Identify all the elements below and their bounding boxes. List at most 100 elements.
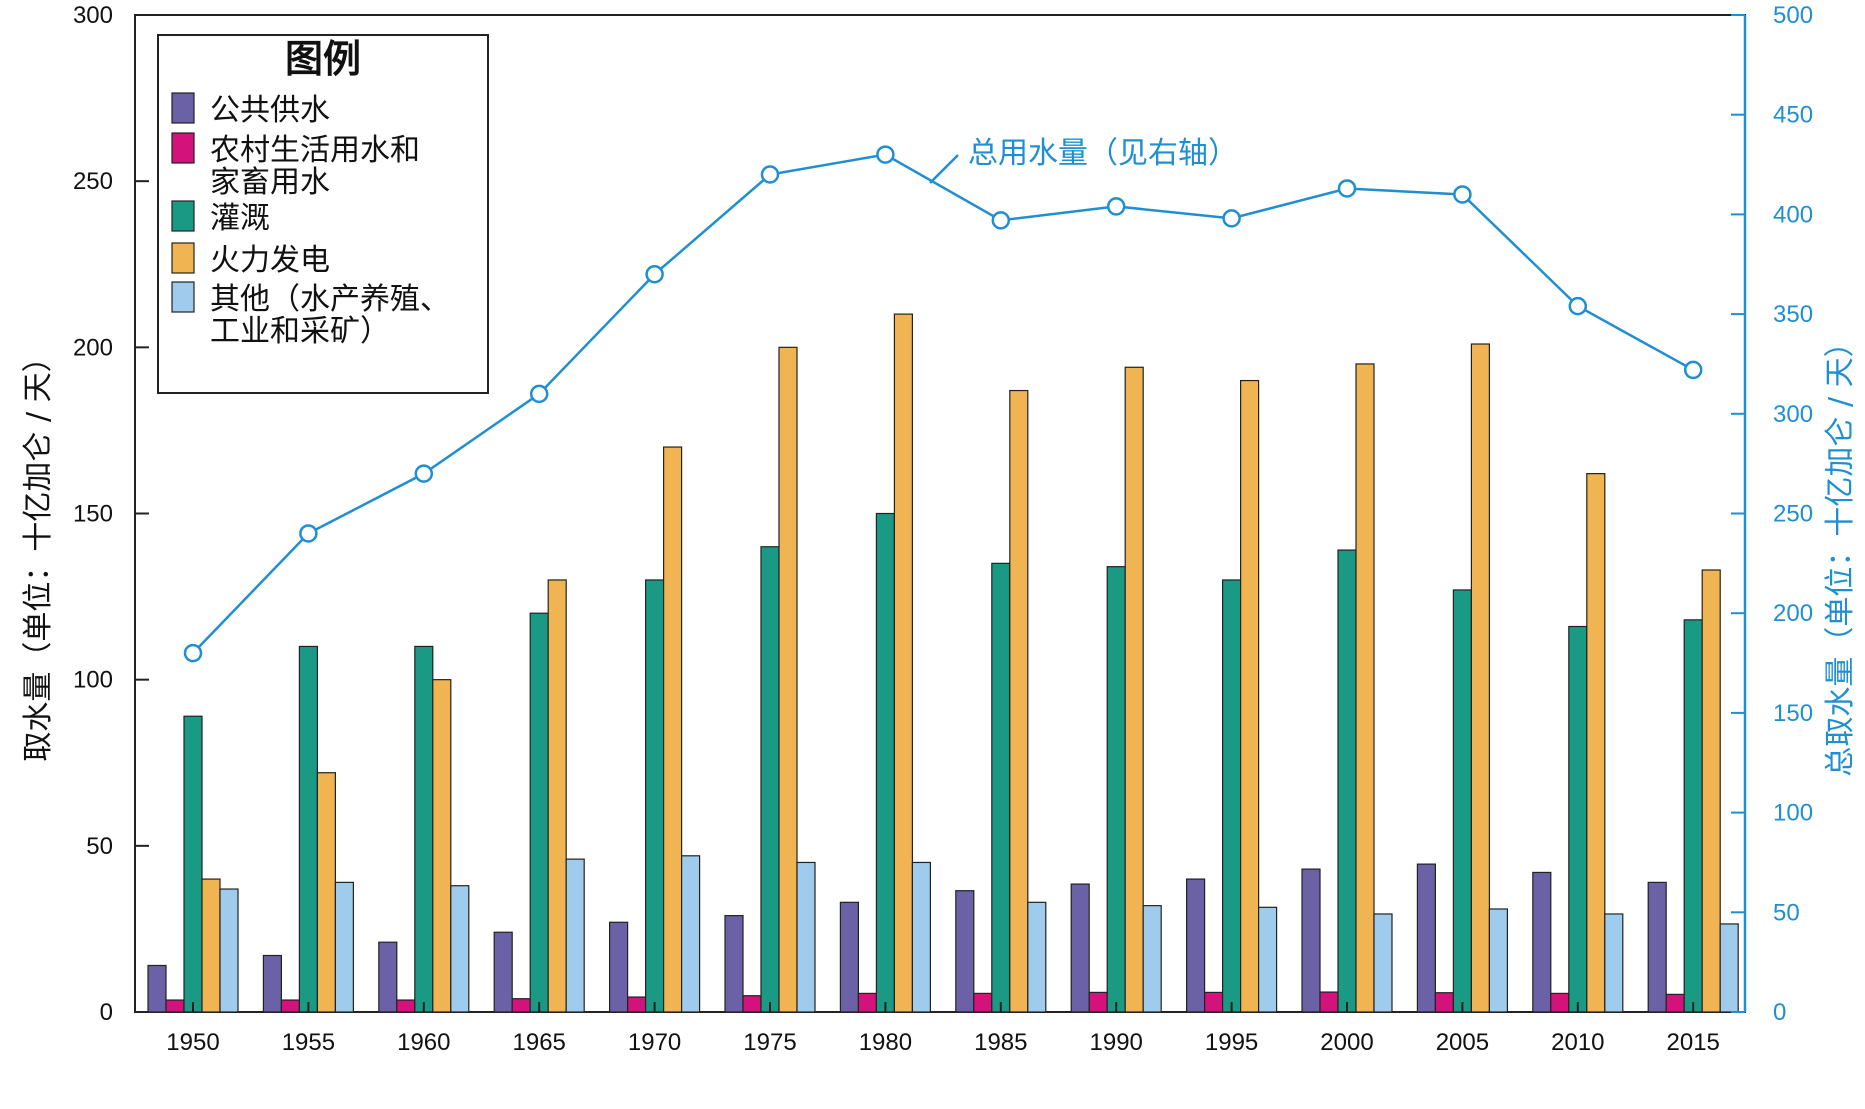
bar-2000-series-2 (1319, 991, 1339, 1013)
total-line (192, 153, 1694, 654)
bar-1985-series-3 (991, 562, 1011, 1013)
bar-1955-series-4 (316, 772, 336, 1013)
bar-2015-series-1 (1647, 881, 1667, 1013)
bar-1970-series-4 (662, 446, 683, 1013)
bar-1990-series-3 (1106, 566, 1126, 1013)
total-point-1955 (299, 524, 318, 543)
bar-1975-series-2 (742, 995, 762, 1013)
total-point-2010 (1568, 296, 1588, 316)
bar-1990-series-4 (1124, 366, 1144, 1013)
bar-1965-series-3 (529, 612, 549, 1013)
bar-1950-series-1 (147, 964, 167, 1013)
bar-2005-series-4 (1470, 343, 1491, 1013)
total-point-1975 (760, 165, 780, 184)
bar-1995-series-2 (1203, 991, 1224, 1013)
legend-label-1-line-1: 公共供水 (210, 93, 330, 128)
right-tick-label-500: 500 (1773, 2, 1813, 29)
bar-2000-series-1 (1301, 868, 1321, 1013)
bar-1980-series-1 (839, 901, 860, 1013)
bar-1950-series-3 (183, 715, 203, 1013)
legend-swatch-2 (171, 132, 195, 164)
bar-1975-series-3 (760, 546, 780, 1013)
total-line-label: 总用水量（见右轴） (968, 136, 1238, 171)
bar-2015-series-5 (1719, 923, 1739, 1013)
bar-1985-series-2 (973, 992, 993, 1013)
total-point-1950 (183, 643, 203, 663)
legend-swatch-4 (171, 242, 195, 274)
right-tick-label-350: 350 (1773, 301, 1813, 328)
bar-2015-series-4 (1701, 569, 1721, 1013)
right-tick-label-50: 50 (1773, 899, 1800, 926)
bar-1990-series-5 (1142, 905, 1162, 1013)
legend-label-2-line-1: 农村生活用水和 (210, 133, 420, 168)
bar-1965-series-2 (511, 998, 531, 1013)
left-tick-label-50: 50 (86, 833, 113, 860)
x-tick-label-1980: 1980 (859, 1029, 912, 1056)
bar-1980-series-2 (857, 992, 878, 1013)
bar-2010-series-3 (1568, 625, 1588, 1013)
bar-1990-series-2 (1088, 991, 1108, 1013)
bar-1980-series-3 (875, 512, 896, 1013)
bar-2010-series-1 (1532, 871, 1552, 1013)
right-tick-label-150: 150 (1773, 700, 1813, 727)
legend-swatch-3 (171, 200, 195, 232)
left-tick-label-300: 300 (73, 2, 113, 29)
left-axis: 0 50 100 150 200 250 300 (73, 2, 149, 1026)
right-tick-label-400: 400 (1773, 201, 1813, 228)
legend-label-5-line-2: 工业和采矿） (210, 314, 390, 349)
bar-1965-series-1 (493, 931, 513, 1013)
bar-1950-series-5 (219, 888, 239, 1013)
bars-layer (147, 313, 1739, 1013)
bar-1965-series-5 (565, 858, 585, 1013)
bar-1960-series-3 (414, 645, 434, 1013)
bar-2005-series-2 (1434, 992, 1455, 1013)
left-tick-label-200: 200 (73, 334, 113, 361)
bar-1965-series-4 (547, 579, 567, 1013)
bar-1985-series-4 (1009, 389, 1029, 1013)
bar-1975-series-4 (778, 346, 798, 1013)
bar-1990-series-1 (1070, 883, 1090, 1013)
x-tick-label-1960: 1960 (397, 1029, 450, 1056)
bar-1975-series-5 (796, 861, 816, 1013)
x-tick-label-2010: 2010 (1551, 1029, 1604, 1056)
bar-1960-series-5 (450, 885, 470, 1013)
bar-1955-series-5 (334, 881, 354, 1013)
total-line-label-leader (929, 154, 959, 184)
bar-1970-series-2 (626, 996, 647, 1013)
x-tick-label-1985: 1985 (974, 1029, 1027, 1056)
bar-2000-series-5 (1373, 913, 1393, 1013)
bar-1995-series-5 (1257, 906, 1278, 1013)
bar-1980-series-5 (911, 861, 932, 1013)
x-tick-label-2005: 2005 (1436, 1029, 1489, 1056)
total-point-2000 (1337, 179, 1357, 198)
legend-swatch-1 (171, 92, 195, 124)
x-tick-label-1970: 1970 (628, 1029, 681, 1056)
x-tick-label-1990: 1990 (1090, 1029, 1143, 1056)
total-point-1980 (876, 145, 895, 164)
bar-2000-series-3 (1337, 549, 1357, 1013)
x-tick-label-2015: 2015 (1667, 1029, 1720, 1056)
total-point-1965 (529, 384, 549, 404)
total-point-1960 (414, 464, 434, 483)
bar-1980-series-4 (893, 313, 914, 1013)
legend-label-5-line-1: 其他（水产养殖、 (210, 282, 450, 317)
bar-1950-series-4 (201, 878, 221, 1013)
total-point-2015 (1683, 360, 1703, 380)
x-tick-label-1995: 1995 (1205, 1029, 1258, 1056)
bar-2005-series-5 (1488, 908, 1509, 1013)
bar-2015-series-3 (1683, 619, 1703, 1013)
right-tick-label-0: 0 (1773, 999, 1786, 1026)
right-axis: 0 50 100 150 200 250 300 350 400 450 500 (1731, 2, 1813, 1026)
bar-1960-series-4 (432, 679, 452, 1013)
bar-1955-series-2 (280, 999, 300, 1013)
legend-label-2-line-2: 家畜用水 (210, 165, 330, 200)
bar-2010-series-4 (1586, 473, 1606, 1013)
bar-1995-series-4 (1239, 379, 1260, 1013)
bar-2015-series-2 (1665, 993, 1685, 1013)
left-axis-title: 取水量（单位：十亿加仑 / 天） (21, 342, 56, 761)
right-axis-title: 总取水量（单位：十亿加仑 / 天） (1823, 327, 1858, 776)
total-point-1990 (1106, 197, 1126, 216)
